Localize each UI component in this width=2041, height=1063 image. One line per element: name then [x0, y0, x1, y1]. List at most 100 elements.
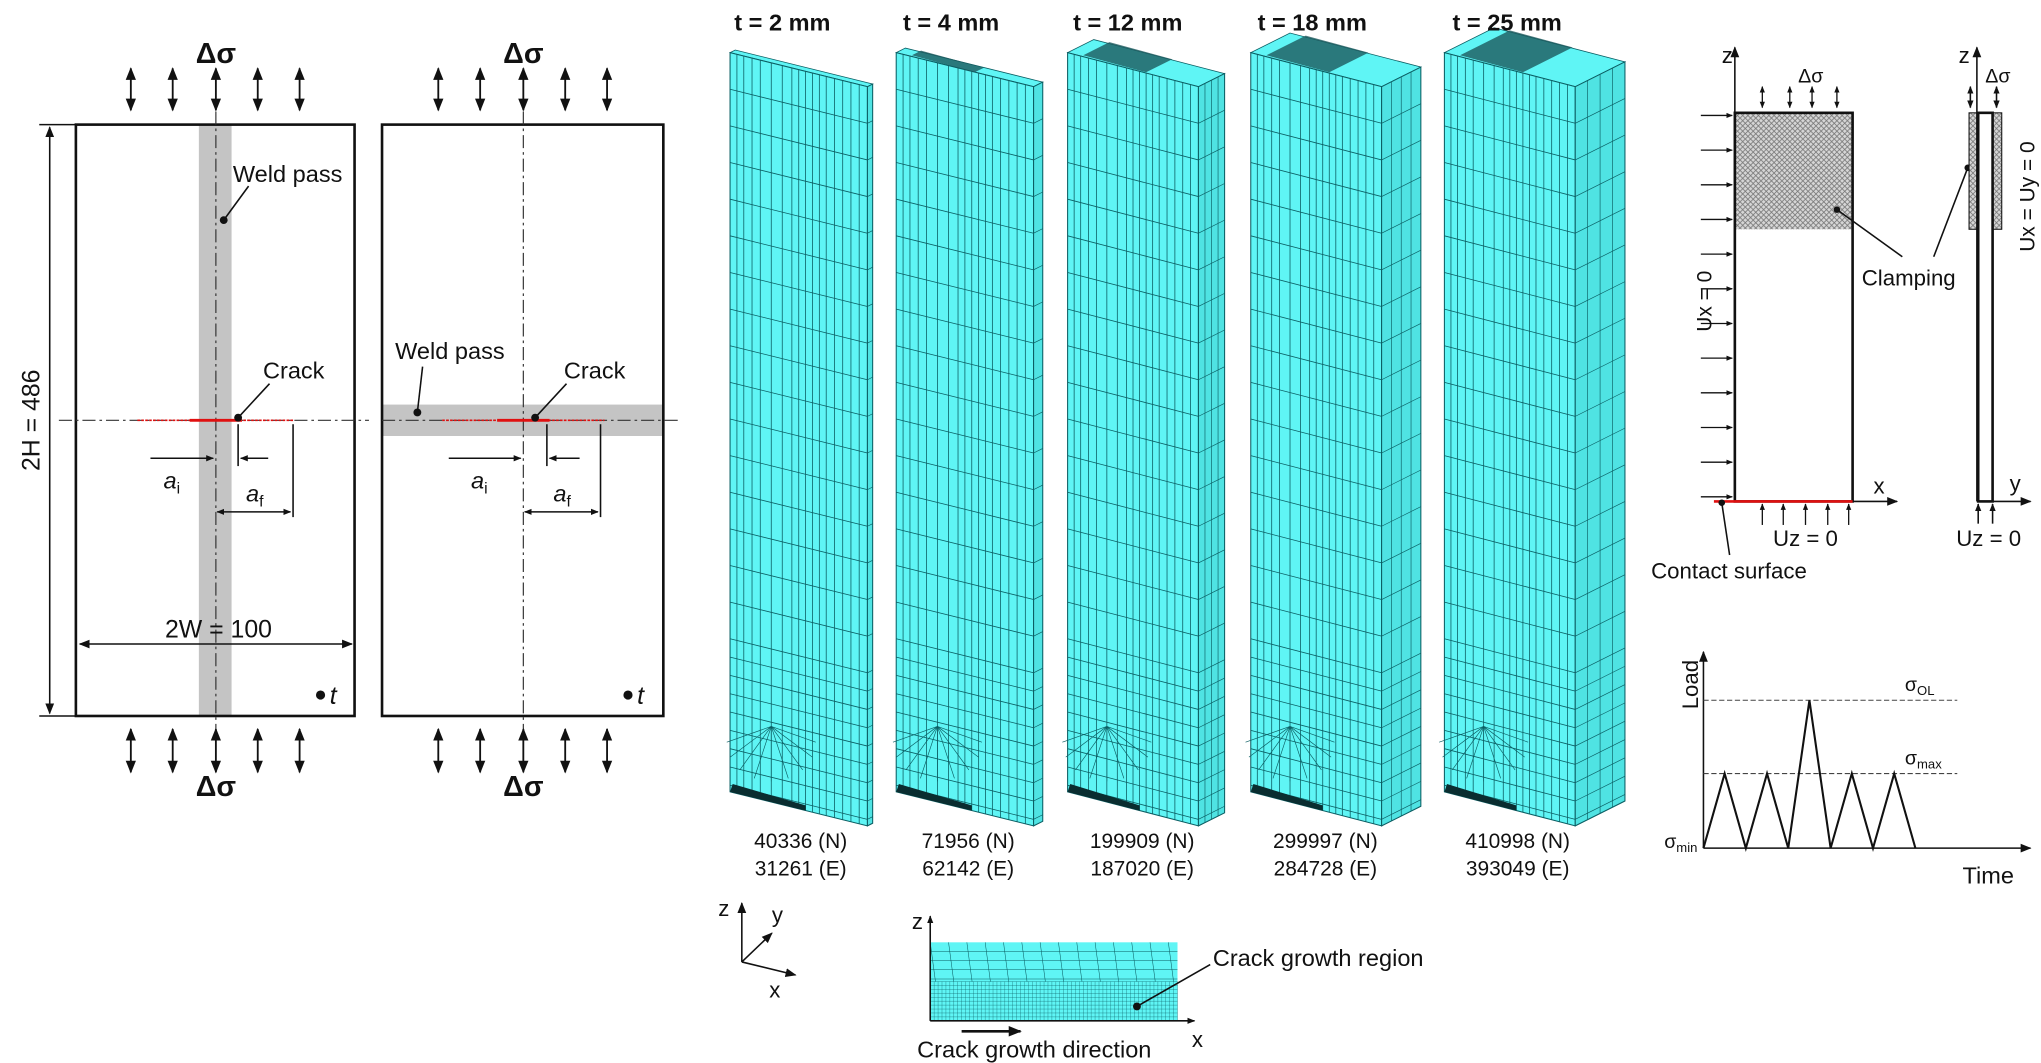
mesh-line [867, 688, 873, 692]
mesh-line [966, 942, 973, 982]
mesh-refined-crack-zone [896, 784, 972, 811]
stress-range-label: Δσ [1798, 66, 1823, 88]
mesh-line [896, 693, 1034, 729]
uz-label: Uz = 0 [1956, 526, 2021, 551]
mesh-line [984, 942, 991, 982]
mesh-line [1444, 491, 1576, 527]
mesh-line [1258, 726, 1291, 771]
mesh-line [896, 601, 1034, 637]
node-count: 199909 (N) [1090, 830, 1195, 853]
uz-label: Uz = 0 [1773, 526, 1838, 551]
mesh-line [729, 726, 772, 758]
mesh-line [1067, 308, 1199, 344]
mesh-line [1250, 491, 1382, 527]
mesh-line [1033, 411, 1043, 417]
mesh-line [1250, 565, 1382, 600]
mesh-line [1444, 565, 1576, 600]
mesh-line [1289, 726, 1308, 779]
load-axis-label: Load [1678, 660, 1703, 709]
boundary-conditions-front: z x Δσ Ux = 0 Uz = 0 Contact surface Cla… [1651, 43, 1972, 584]
mesh-refined-crack-zone [730, 784, 806, 811]
mesh-line [729, 455, 868, 491]
mesh-refined-top [911, 50, 984, 73]
af-label: af [553, 480, 571, 510]
mesh-title: t = 12 mm [1073, 9, 1182, 35]
y-axis-label: y [2010, 471, 2022, 496]
mesh-line [729, 748, 868, 784]
mesh-line [1444, 601, 1576, 637]
mesh-line [1033, 338, 1043, 344]
element-count: 393049 (E) [1466, 858, 1570, 881]
mesh-line [867, 798, 873, 802]
mesh-line [1067, 88, 1199, 124]
mesh-line [867, 633, 873, 637]
mesh-line [896, 675, 1034, 710]
mesh-refined-crack-zone [1067, 784, 1140, 811]
mesh-line [929, 942, 936, 982]
mesh-line [867, 761, 873, 765]
mesh-line [1250, 766, 1382, 802]
mesh-line [1067, 675, 1199, 710]
mesh-line [1245, 726, 1291, 743]
mesh-counts: 40336 (N) 31261 (E) 71956 (N) 62142 (E) … [754, 830, 1570, 880]
weld-pass-label: Weld pass [395, 338, 505, 364]
uxuy-label: Ux = Uy = 0 [2016, 141, 2039, 251]
mesh-line [867, 559, 873, 564]
mesh-line [1033, 777, 1043, 783]
mesh-refined-top [1460, 30, 1573, 73]
mesh-line [1451, 726, 1484, 771]
mesh-line [1067, 272, 1199, 307]
mesh-refined-top [1083, 42, 1173, 73]
mesh-line [729, 345, 868, 381]
sigma-max-label: σmax [1905, 747, 1942, 771]
mesh-line [1067, 711, 1199, 747]
mesh-line [896, 381, 1034, 417]
thickness-label: t [330, 683, 338, 710]
mesh-line [729, 638, 868, 674]
crack-label: Crack [564, 357, 626, 383]
mesh-line [896, 455, 1034, 491]
mesh-line [867, 230, 873, 234]
mesh-line [1033, 594, 1043, 600]
mesh-line [1067, 491, 1199, 527]
stress-range-label: Δσ [1985, 66, 2010, 88]
mesh-line [1089, 726, 1108, 779]
mesh-line [1058, 942, 1064, 982]
mesh-line [1444, 638, 1576, 674]
mesh-line [729, 528, 868, 564]
mesh-line [867, 193, 873, 197]
x-axis-label: x [769, 977, 780, 1002]
mesh-line [1250, 656, 1382, 692]
mesh-line [867, 120, 873, 124]
leader-line [223, 185, 250, 221]
mesh-line [1248, 726, 1291, 758]
mesh-line [937, 726, 970, 771]
mesh-line [1033, 521, 1043, 527]
mesh-line [1106, 726, 1152, 743]
mesh-line [1483, 726, 1516, 771]
mesh-line [1444, 675, 1576, 710]
x-axis-label: x [1874, 474, 1885, 499]
x-axis-label: x [1192, 1027, 1203, 1052]
thickness-label: t [637, 683, 645, 710]
mesh-line [1033, 759, 1043, 765]
ai-label: ai [164, 467, 181, 497]
stress-range-label-bottom: Δσ [503, 771, 544, 803]
mesh-line [729, 381, 868, 417]
crack-label: Crack [263, 357, 325, 383]
mesh-line [1444, 711, 1576, 747]
node-count: 71956 (N) [922, 830, 1015, 853]
mesh-line [1250, 711, 1382, 747]
mesh-line [896, 162, 1034, 197]
mesh-line [1289, 726, 1322, 771]
mesh-line [867, 724, 873, 729]
stress-range-label-bottom: Δσ [196, 771, 237, 803]
time-axis-label: Time [1962, 862, 2013, 888]
y-axis-label: y [772, 903, 784, 928]
mesh-line [896, 711, 1034, 747]
load-spectrum-chart: Load Time σOL σmax σmin [1664, 650, 2032, 888]
coordinate-triad: z y x [718, 896, 797, 1002]
mesh-line [1062, 726, 1107, 743]
mesh-line [1067, 198, 1199, 234]
